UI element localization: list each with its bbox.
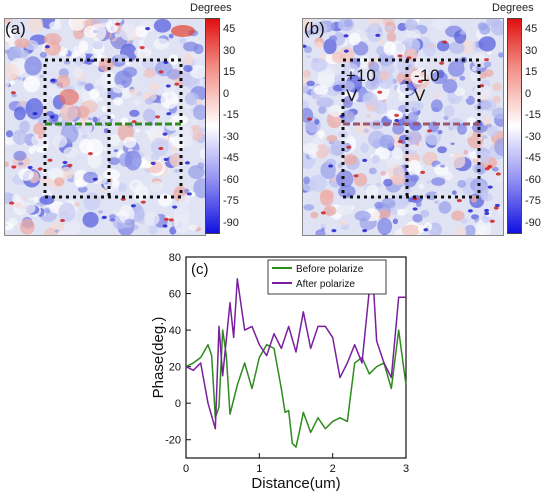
colorbar-b-tick: 0 [525, 87, 532, 100]
y-tick-label: 20 [169, 362, 181, 374]
series-line-after-polarize [185, 278, 406, 430]
legend-entry: Before polarize [296, 264, 364, 275]
legend-entry: After polarize [296, 279, 355, 290]
x-tick-label: 2 [330, 463, 336, 475]
colorbar-b-tick: -75 [525, 195, 541, 208]
colorbar-a-tick: 15 [223, 66, 236, 79]
colorbar-a-tick: 0 [223, 87, 230, 100]
legend [267, 259, 387, 295]
colorbar-a-tick: -90 [223, 217, 239, 229]
panel-b-label: (b) [304, 19, 325, 38]
phase-map-b-image [303, 19, 503, 235]
phase-map-a [4, 18, 206, 236]
colorbar-a-tick: -45 [223, 152, 239, 165]
colorbar-b [507, 18, 522, 234]
y-tick-label: 60 [169, 289, 181, 301]
colorbar-b-tick: -60 [525, 173, 541, 186]
colorbar-b-tick: -90 [525, 217, 541, 229]
left-voltage-label: +10 V [346, 66, 377, 105]
colorbar-b-tick: -30 [525, 130, 541, 143]
x-tick-label: 3 [403, 463, 409, 475]
right-voltage-label: -10 V [414, 66, 441, 105]
colorbar-a-tick: -60 [223, 173, 239, 186]
y-tick-label: -20 [165, 435, 181, 447]
series-line-before-polarize [185, 329, 407, 448]
colorbar-a-tick: -75 [223, 195, 239, 208]
x-tick-label: 1 [256, 463, 262, 475]
colorbar-a [205, 18, 220, 234]
colorbar-b-tick: -15 [525, 109, 541, 122]
colorbar-b-tick: 45 [525, 23, 538, 35]
x-axis-label: Distance(um) [251, 475, 340, 492]
panel-c-label: (c) [191, 261, 209, 278]
colorbar-a-title: Degrees [190, 2, 232, 14]
colorbar-b-tick: 30 [525, 44, 538, 57]
y-tick-label: 80 [169, 252, 181, 264]
phase-map-a-image [5, 19, 205, 235]
colorbar-a-tick: 30 [223, 44, 236, 57]
colorbar-b-tick: -45 [525, 152, 541, 165]
y-tick-label: 0 [175, 398, 181, 410]
y-tick-label: 40 [169, 325, 181, 337]
poling-region-outline [43, 58, 183, 199]
y-axis-label: Phase(deg.) [150, 317, 167, 399]
colorbar-b-tick: 15 [525, 66, 538, 79]
colorbar-a-tick: 45 [223, 23, 236, 35]
colorbar-a-tick: -30 [223, 130, 239, 143]
colorbar-b-title: Degrees [492, 2, 534, 14]
plot-frame [185, 256, 407, 459]
phase-map-b [302, 18, 504, 236]
poling-region-outline [341, 58, 481, 199]
x-tick-label: 0 [183, 463, 189, 475]
colorbar-a-tick: -15 [223, 109, 239, 122]
panel-a-label: (a) [5, 19, 26, 38]
